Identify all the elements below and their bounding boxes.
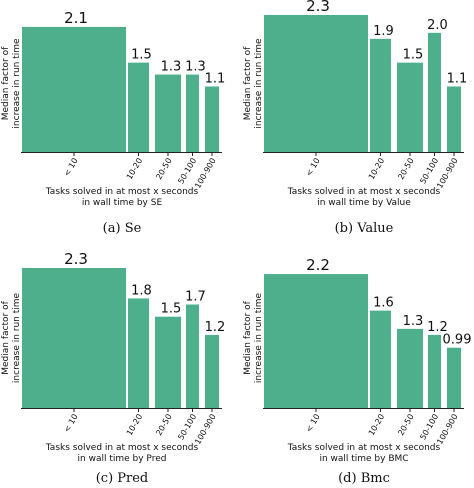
x-tick-label: 20-50: [154, 413, 173, 438]
x-tick-label: < 10: [304, 157, 322, 178]
bar: [205, 334, 219, 408]
bar: [447, 347, 461, 408]
bar: [370, 38, 391, 152]
bar: [428, 32, 441, 152]
x-tick-label: < 10: [62, 413, 80, 434]
y-axis-label: Median factor of: [243, 300, 253, 374]
y-axis-label: Median factor of: [1, 300, 11, 374]
chart-panel: Median factor of increase in run time 2.1 1…: [1, 9, 225, 236]
data-label: 1.9: [373, 24, 394, 39]
x-axis-label: Tasks solved in at most x seconds: [45, 187, 199, 197]
y-axis-label: Median factor of: [243, 46, 253, 120]
data-label: 0.99: [443, 333, 472, 348]
bar: [264, 15, 368, 152]
data-label: 1.3: [185, 60, 206, 75]
y-axis-label: increase in run time: [12, 292, 22, 383]
bar: [155, 74, 181, 152]
bar: [397, 328, 423, 408]
x-tick-label: 10-20: [367, 413, 386, 438]
panel-caption: (a) Se: [103, 221, 142, 236]
y-axis-label: Median factor of: [1, 46, 11, 120]
x-axis-label: in wall time by SE: [82, 198, 163, 208]
panel-caption: (c) Pred: [96, 471, 149, 486]
data-label: 2.0: [427, 18, 448, 33]
x-axis-label: Tasks solved in at most x seconds: [45, 443, 199, 453]
bar: [22, 26, 126, 153]
bar: [186, 304, 199, 408]
data-label: 1.8: [131, 283, 152, 298]
chart-panel: Median factor of increase in run time 2.3 1…: [1, 250, 225, 486]
x-tick-label: < 10: [62, 157, 80, 178]
bar: [397, 62, 423, 152]
x-axis-label: in wall time by Value: [317, 198, 411, 208]
data-label: 2.1: [64, 9, 88, 27]
data-label: 1.1: [447, 71, 468, 86]
chart-panel: Median factor of increase in run time 2.2 1…: [243, 256, 471, 486]
bar: [128, 62, 149, 152]
bar: [155, 316, 181, 408]
data-label: 1.1: [205, 71, 226, 86]
data-label: 1.3: [161, 60, 182, 75]
data-label: 1.5: [403, 48, 424, 63]
data-label: 2.3: [64, 250, 88, 268]
y-axis-label: increase in run time: [12, 38, 22, 129]
x-tick-label: 10-20: [125, 413, 144, 438]
bar: [205, 86, 219, 152]
bar: [186, 74, 199, 152]
bar: [128, 298, 149, 408]
data-label: 1.5: [161, 302, 182, 317]
x-axis-label: Tasks solved in at most x seconds: [287, 187, 441, 197]
x-tick-label: 20-50: [396, 157, 415, 182]
bar: [22, 268, 126, 408]
bar: [428, 334, 441, 408]
bar: [370, 310, 391, 408]
data-label: 1.6: [373, 296, 394, 311]
bar: [264, 274, 368, 408]
panel-caption: (d) Bmc: [338, 471, 390, 486]
x-tick-label: 20-50: [154, 157, 173, 182]
x-axis-label: in wall time by BMC: [319, 454, 408, 464]
x-tick-label: < 10: [304, 413, 322, 434]
data-label: 1.2: [205, 320, 226, 335]
bar: [447, 86, 461, 152]
panel-caption: (b) Value: [335, 221, 394, 236]
x-axis-label: Tasks solved in at most x seconds: [287, 443, 441, 453]
x-tick-label: 10-20: [125, 157, 144, 182]
data-label: 1.2: [427, 320, 448, 335]
chart-panel: Median factor of increase in run time 2.3 1…: [243, 0, 467, 236]
data-label: 1.5: [131, 48, 152, 63]
data-label: 1.3: [403, 314, 424, 329]
data-label: 2.2: [306, 256, 330, 274]
x-tick-label: 20-50: [396, 413, 415, 438]
x-axis-label: in wall time by Pred: [78, 454, 167, 464]
data-label: 1.7: [185, 290, 206, 305]
x-tick-label: 10-20: [367, 157, 386, 182]
data-label: 2.3: [306, 0, 330, 15]
y-axis-label: increase in run time: [254, 38, 264, 129]
y-axis-label: increase in run time: [254, 292, 264, 383]
